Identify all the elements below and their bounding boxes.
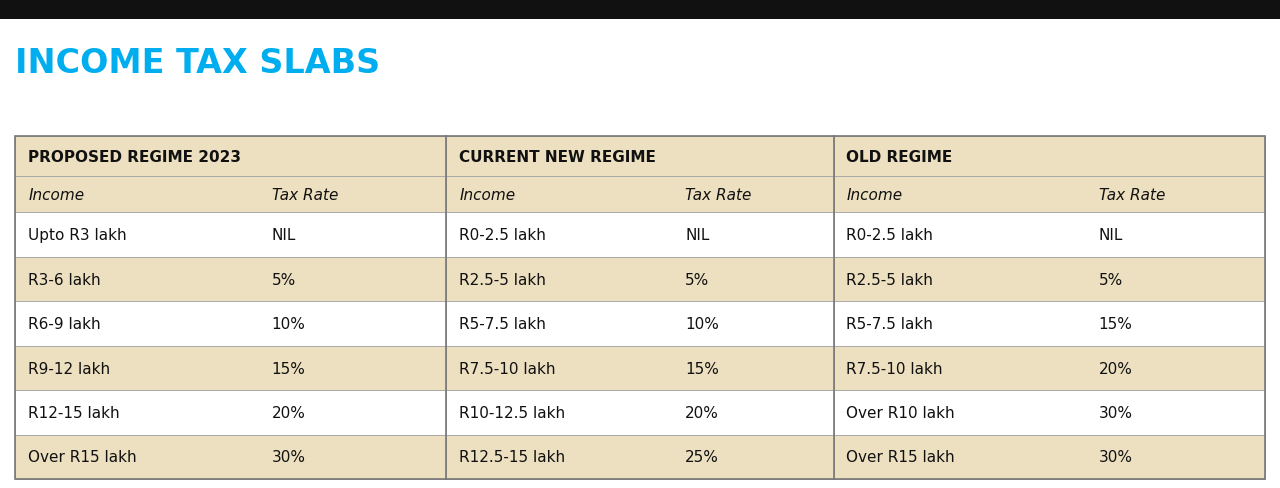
Bar bbox=[833, 137, 1265, 177]
Text: Income: Income bbox=[28, 187, 84, 203]
Text: 5%: 5% bbox=[685, 272, 709, 287]
Text: R2.5-5 lakh: R2.5-5 lakh bbox=[846, 272, 933, 287]
Text: R0-2.5 lakh: R0-2.5 lakh bbox=[846, 228, 933, 243]
Bar bbox=[15, 137, 447, 177]
Text: R7.5-10 lakh: R7.5-10 lakh bbox=[846, 361, 943, 376]
Bar bbox=[15, 177, 447, 213]
Bar bbox=[447, 346, 833, 390]
Bar bbox=[447, 213, 833, 257]
Bar bbox=[447, 390, 833, 435]
Text: 20%: 20% bbox=[685, 405, 719, 420]
Text: R10-12.5 lakh: R10-12.5 lakh bbox=[460, 405, 566, 420]
Text: R9-12 lakh: R9-12 lakh bbox=[28, 361, 110, 376]
Text: Tax Rate: Tax Rate bbox=[1098, 187, 1165, 203]
Bar bbox=[447, 177, 833, 213]
Text: 10%: 10% bbox=[271, 316, 306, 331]
Bar bbox=[15, 302, 447, 346]
Bar bbox=[447, 435, 833, 479]
Text: Upto R3 lakh: Upto R3 lakh bbox=[28, 228, 127, 243]
Text: 5%: 5% bbox=[271, 272, 296, 287]
Bar bbox=[833, 177, 1265, 213]
Text: CURRENT NEW REGIME: CURRENT NEW REGIME bbox=[460, 149, 657, 164]
Text: R5-7.5 lakh: R5-7.5 lakh bbox=[846, 316, 933, 331]
Bar bbox=[15, 390, 447, 435]
Text: Income: Income bbox=[846, 187, 902, 203]
Text: Over R15 lakh: Over R15 lakh bbox=[846, 449, 955, 465]
Bar bbox=[15, 346, 447, 390]
Bar bbox=[833, 257, 1265, 302]
Text: INCOME TAX SLABS: INCOME TAX SLABS bbox=[15, 47, 380, 80]
Text: R3-6 lakh: R3-6 lakh bbox=[28, 272, 101, 287]
Text: 5%: 5% bbox=[1098, 272, 1123, 287]
Text: NIL: NIL bbox=[685, 228, 709, 243]
Text: NIL: NIL bbox=[271, 228, 296, 243]
Bar bbox=[15, 213, 447, 257]
Bar bbox=[447, 137, 833, 177]
Bar bbox=[833, 435, 1265, 479]
Text: 15%: 15% bbox=[685, 361, 719, 376]
Text: R12-15 lakh: R12-15 lakh bbox=[28, 405, 120, 420]
Text: 30%: 30% bbox=[271, 449, 306, 465]
Text: PROPOSED REGIME 2023: PROPOSED REGIME 2023 bbox=[28, 149, 241, 164]
Text: 15%: 15% bbox=[271, 361, 306, 376]
Text: R2.5-5 lakh: R2.5-5 lakh bbox=[460, 272, 547, 287]
Text: R5-7.5 lakh: R5-7.5 lakh bbox=[460, 316, 547, 331]
Text: 15%: 15% bbox=[1098, 316, 1133, 331]
Text: 30%: 30% bbox=[1098, 405, 1133, 420]
Bar bbox=[15, 435, 447, 479]
Text: Tax Rate: Tax Rate bbox=[271, 187, 338, 203]
Text: Over R15 lakh: Over R15 lakh bbox=[28, 449, 137, 465]
Text: Over R10 lakh: Over R10 lakh bbox=[846, 405, 955, 420]
Bar bbox=[833, 346, 1265, 390]
Text: OLD REGIME: OLD REGIME bbox=[846, 149, 952, 164]
Text: R6-9 lakh: R6-9 lakh bbox=[28, 316, 101, 331]
Bar bbox=[833, 213, 1265, 257]
Bar bbox=[447, 302, 833, 346]
Bar bbox=[15, 257, 447, 302]
Text: NIL: NIL bbox=[1098, 228, 1123, 243]
Text: 10%: 10% bbox=[685, 316, 719, 331]
Text: 20%: 20% bbox=[1098, 361, 1133, 376]
Bar bbox=[0, 0, 1280, 20]
Text: 20%: 20% bbox=[271, 405, 306, 420]
Bar bbox=[15, 137, 1265, 479]
Text: Income: Income bbox=[460, 187, 516, 203]
Bar bbox=[833, 390, 1265, 435]
Text: 25%: 25% bbox=[685, 449, 719, 465]
Text: R7.5-10 lakh: R7.5-10 lakh bbox=[460, 361, 556, 376]
Text: R0-2.5 lakh: R0-2.5 lakh bbox=[460, 228, 547, 243]
Bar bbox=[833, 302, 1265, 346]
Text: 30%: 30% bbox=[1098, 449, 1133, 465]
Text: R12.5-15 lakh: R12.5-15 lakh bbox=[460, 449, 566, 465]
Text: Tax Rate: Tax Rate bbox=[685, 187, 751, 203]
Bar bbox=[447, 257, 833, 302]
